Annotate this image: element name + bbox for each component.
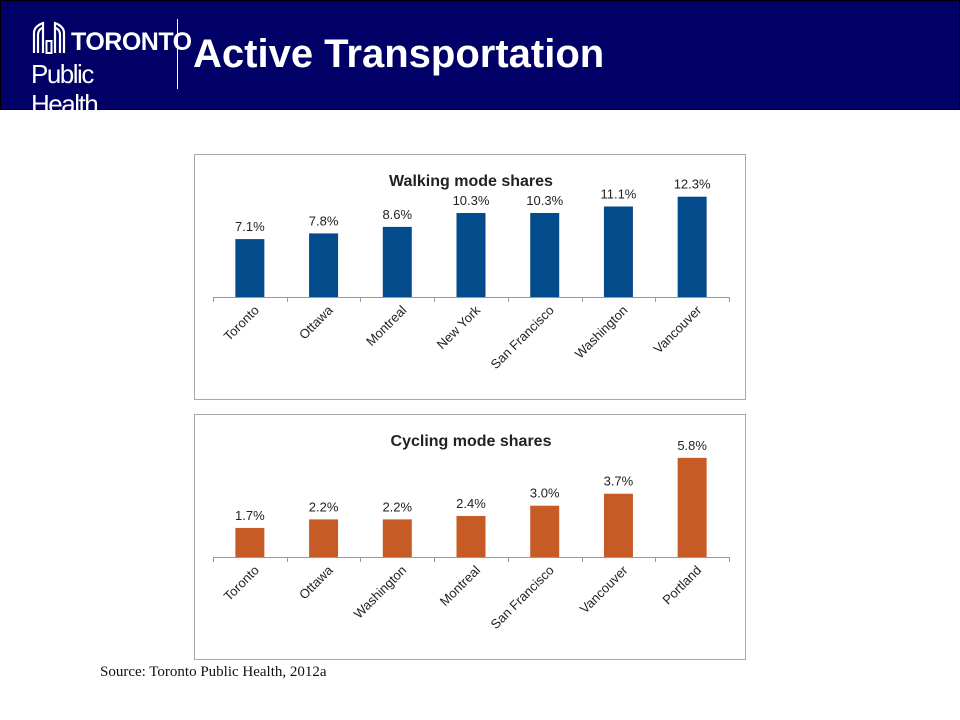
walking-chart-panel: Walking mode shares 7.1% Toronto 7.8% Ottawa… — [194, 154, 746, 400]
cycling-chart: Cycling mode shares 1.7% Toronto 2.2% Ottawa… — [213, 433, 730, 632]
x-tick-label: Ottawa — [296, 562, 336, 602]
x-tick-label: San Francisco — [487, 563, 556, 632]
data-label: 12.3% — [674, 177, 711, 192]
city-hall-icon — [32, 21, 66, 54]
bar — [530, 505, 560, 557]
data-label: 1.7% — [235, 508, 265, 523]
source-note: Source: Toronto Public Health, 2012a — [100, 664, 327, 680]
x-tick-label: Toronto — [221, 563, 262, 604]
bar — [603, 493, 633, 557]
bar — [382, 226, 412, 297]
x-tick-label: New York — [434, 302, 484, 352]
logo-wordmark-toronto: TORONTO — [71, 28, 192, 56]
bar — [603, 206, 633, 297]
bar — [309, 233, 339, 297]
header-banner: TORONTO Public Health Active Transportat… — [0, 0, 960, 119]
x-tick-label: Washington — [572, 303, 631, 362]
cycling-chart-panel: Cycling mode shares 1.7% Toronto 2.2% Ottawa… — [194, 414, 746, 660]
x-tick-label: San Francisco — [487, 303, 556, 372]
walking-chart: Walking mode shares 7.1% Toronto 7.8% Ottawa… — [213, 173, 730, 372]
bar — [235, 527, 265, 557]
x-tick-label: Ottawa — [296, 302, 336, 342]
data-label: 2.2% — [382, 499, 412, 514]
x-tick-label: Vancouver — [577, 562, 631, 616]
data-label: 5.8% — [677, 438, 707, 453]
bar — [382, 519, 412, 557]
data-label: 7.8% — [309, 213, 339, 228]
x-tick-label: Vancouver — [650, 302, 704, 356]
bar — [456, 213, 486, 297]
data-label: 2.2% — [309, 499, 339, 514]
x-tick-label: Montreal — [437, 562, 483, 608]
data-label: 2.4% — [456, 496, 486, 511]
chart-title: Cycling mode shares — [391, 433, 552, 450]
bar — [677, 196, 707, 297]
data-label: 10.3% — [526, 193, 563, 208]
data-label: 10.3% — [453, 193, 490, 208]
logo-wordmark-public-health: Public Health — [31, 59, 99, 119]
bar — [677, 457, 707, 557]
x-tick-label: Washington — [351, 563, 410, 622]
page-title: Active Transportation — [193, 32, 605, 76]
data-label: 11.1% — [600, 186, 636, 201]
toronto-public-health-logo: TORONTO Public Health — [31, 15, 192, 119]
bar — [235, 239, 265, 297]
data-label: 3.0% — [530, 486, 560, 501]
bar — [530, 213, 560, 297]
bar — [456, 515, 486, 557]
chart-title: Walking mode shares — [389, 173, 553, 190]
bar — [309, 519, 339, 557]
x-tick-label: Montreal — [363, 302, 409, 348]
data-label: 3.7% — [604, 474, 634, 489]
header-divider — [177, 19, 178, 89]
data-label: 7.1% — [235, 219, 265, 234]
data-label: 8.6% — [382, 207, 412, 222]
x-tick-label: Toronto — [221, 303, 262, 344]
x-tick-label: Portland — [659, 563, 704, 608]
